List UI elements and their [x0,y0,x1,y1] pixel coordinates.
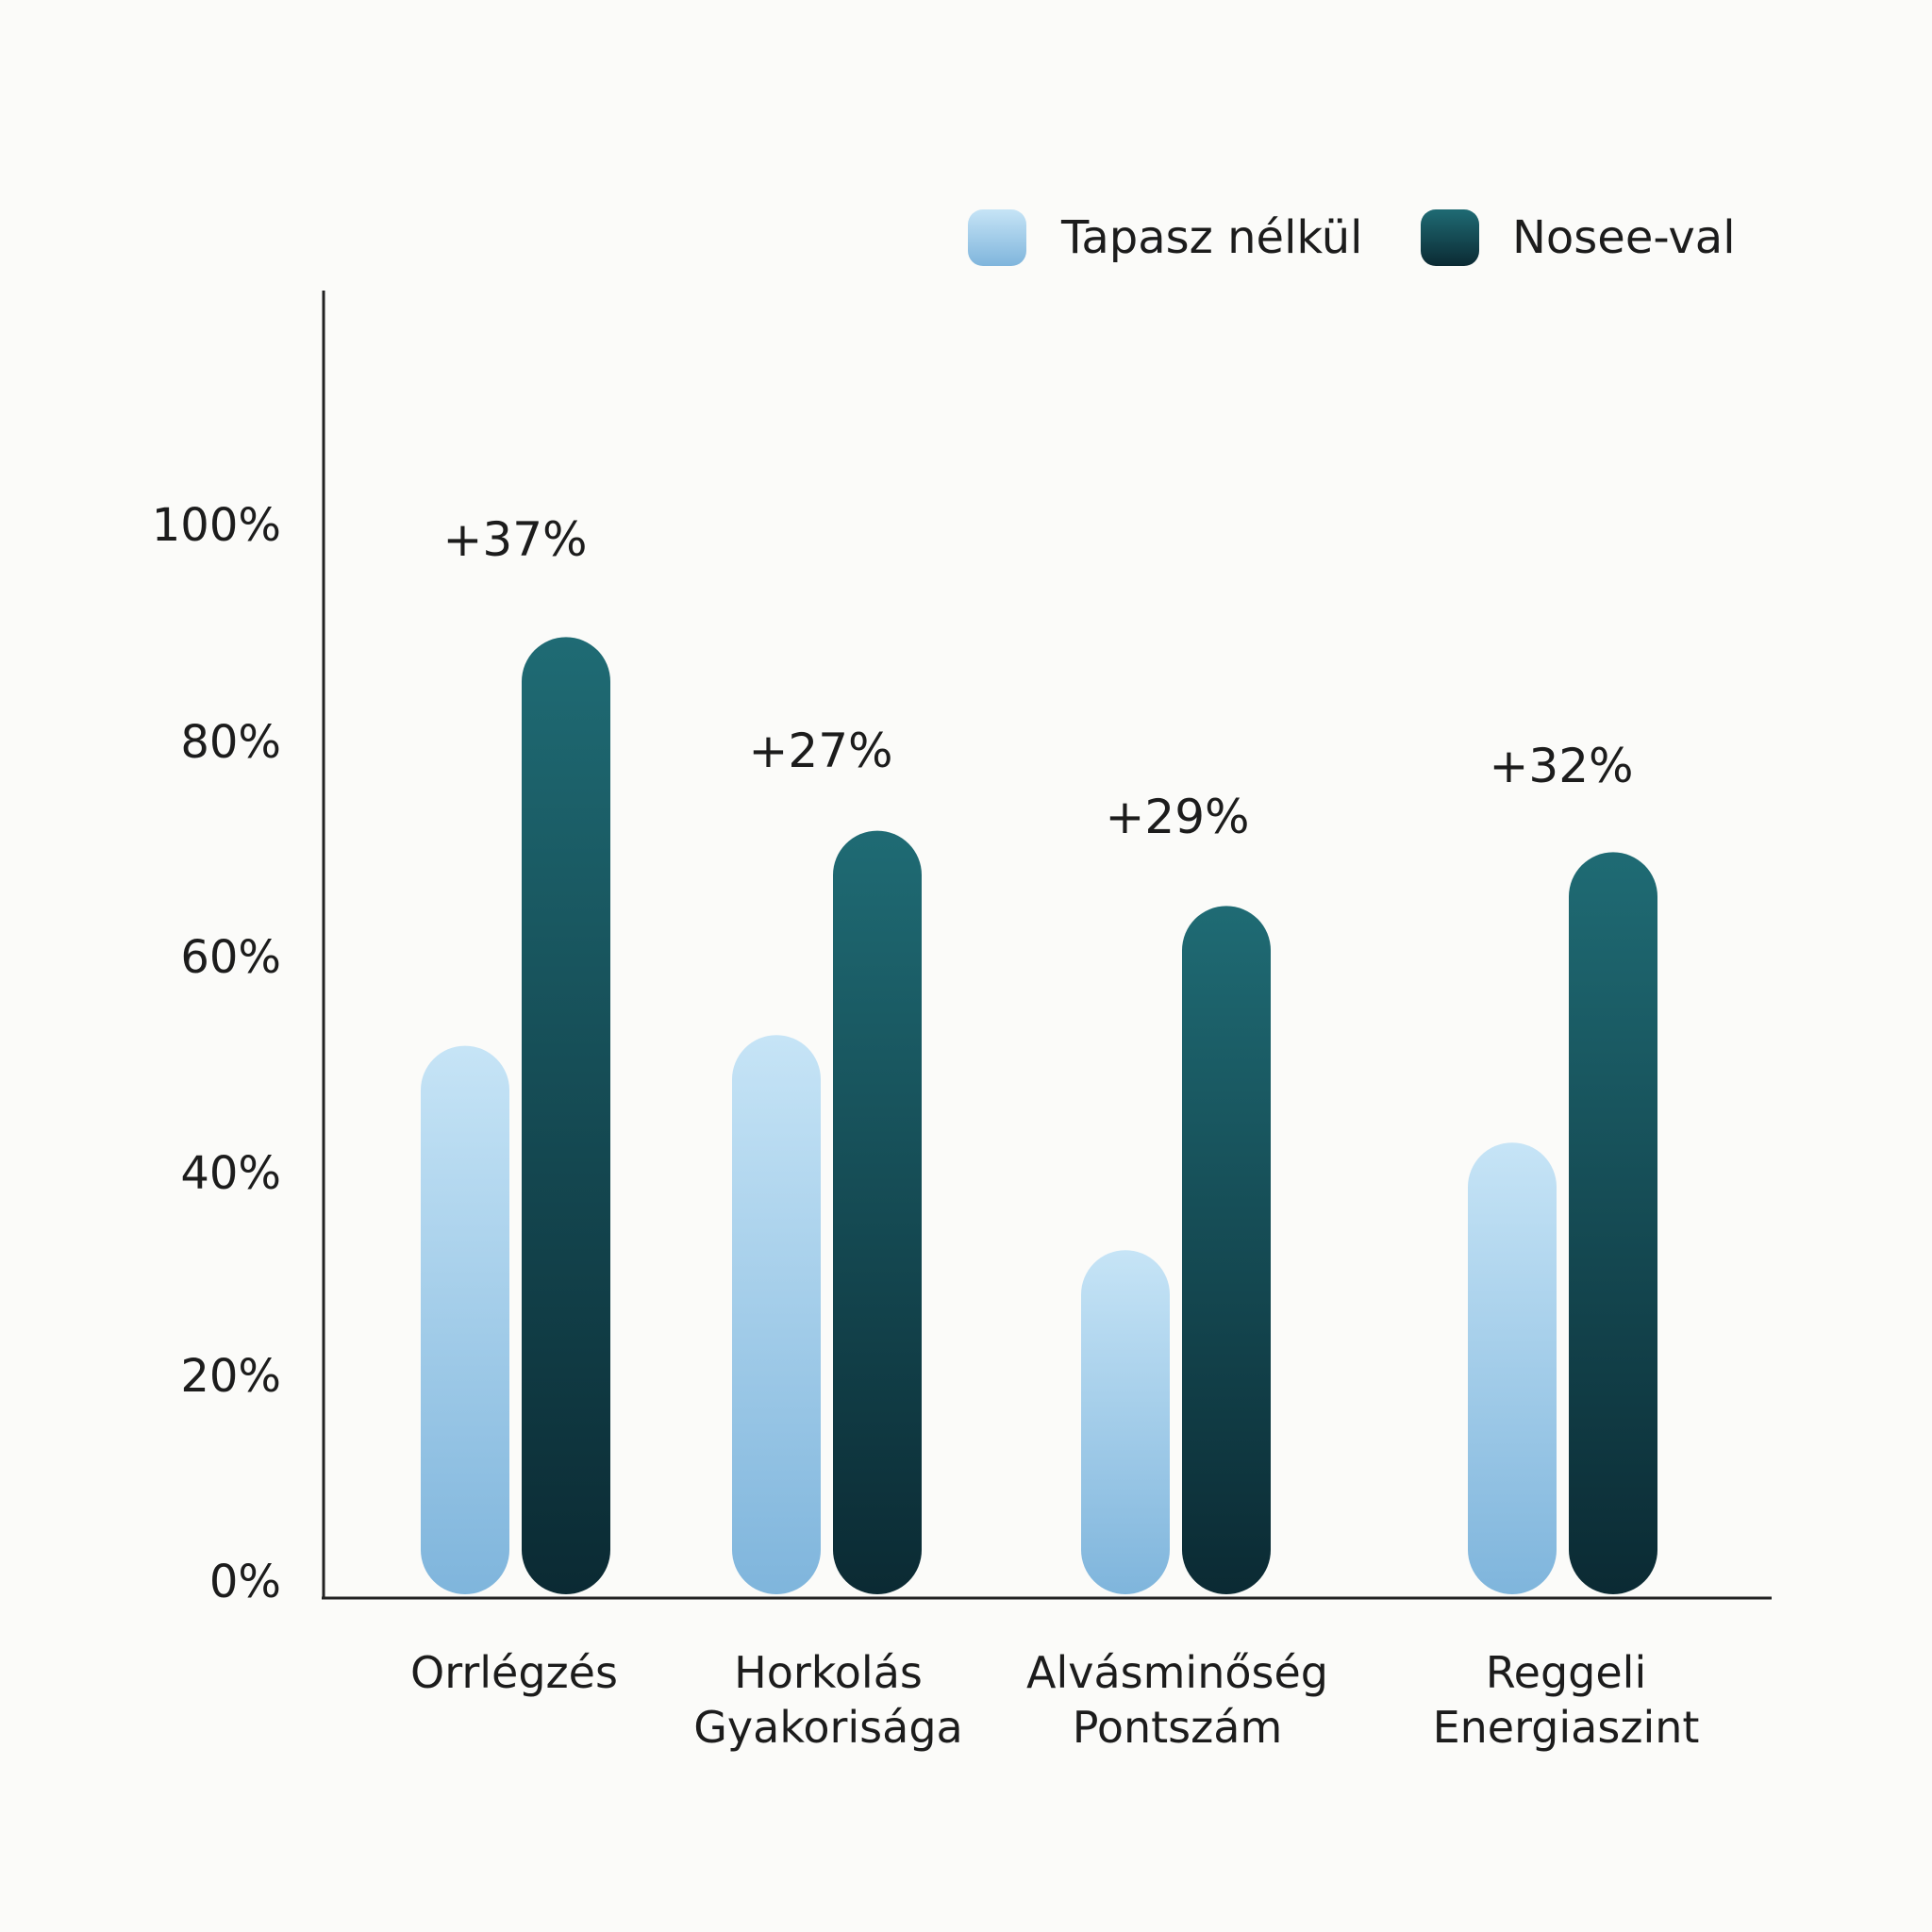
category-label: Energiaszint [1433,1702,1700,1753]
bar-tapasz-nelkul [732,1035,821,1594]
y-tick-label: 100% [152,499,281,552]
bar-tapasz-nelkul [1468,1142,1557,1594]
category-label: Pontszám [1073,1702,1283,1753]
legend-label-tapasz-nelkul: Tapasz nélkül [1060,211,1363,264]
category-label: Orrlégzés [410,1647,618,1698]
category-label: Reggeli [1486,1647,1646,1698]
category-label: Alvásminőség [1026,1647,1328,1698]
bar-tapasz-nelkul [421,1045,509,1594]
y-tick-label: 0% [209,1556,281,1608]
bar-nosee-val [1569,852,1657,1594]
legend-label-nosee-val: Nosee-val [1512,211,1736,264]
y-tick-label: 60% [180,931,281,984]
y-tick-label: 40% [180,1147,281,1200]
delta-label: +29% [1105,790,1249,844]
bar-tapasz-nelkul [1081,1250,1170,1594]
bar-nosee-val [522,637,610,1594]
y-tick-label: 20% [180,1350,281,1403]
delta-label: +27% [748,724,892,778]
delta-label: +32% [1489,739,1633,793]
legend: Tapasz nélkül Nosee-val [968,209,1736,266]
bar-nosee-val [833,830,922,1594]
legend-swatch-nosee-val [1421,209,1479,266]
delta-annotations: +37% +27% +29% +32% [442,512,1633,844]
y-tick-label: 80% [180,716,281,769]
bar-nosee-val [1182,906,1271,1594]
delta-label: +37% [442,512,587,567]
category-label: Gyakorisága [693,1702,962,1753]
legend-swatch-tapasz-nelkul [968,209,1026,266]
category-label: Horkolás [734,1647,923,1698]
bars [421,637,1657,1594]
y-axis-ticks: 0% 20% 40% 60% 80% 100% [152,499,281,1608]
